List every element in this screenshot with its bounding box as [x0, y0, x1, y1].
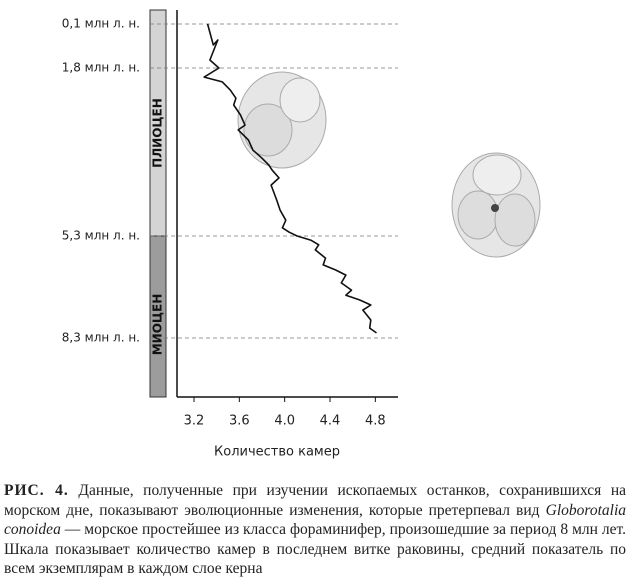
- y-tick-label: 8,3 млн л. н.: [62, 331, 140, 345]
- x-tick-label: 3.6: [229, 414, 250, 429]
- epoch-label: МИОЦЕН: [151, 294, 165, 356]
- epoch-label: ПЛИОЦЕН: [151, 98, 165, 168]
- data-line: [203, 23, 377, 334]
- x-tick-label: 4.4: [320, 414, 341, 429]
- y-tick-label: 0,1 млн л. н.: [62, 17, 140, 31]
- chart: Количество камер ПЛИОЦЕН МИОЦЕН 0,1 млн л.…: [62, 9, 541, 460]
- y-tick-label: 5,3 млн л. н.: [62, 229, 140, 243]
- caption: РИС. 4. Данные, полученные при изучении …: [4, 481, 626, 579]
- species-name: Globorotalia conoidea: [4, 501, 627, 539]
- x-tick-label: 4.8: [365, 414, 386, 429]
- y-tick-label: 1,8 млн л. н.: [62, 61, 140, 75]
- caption-label: РИС. 4.: [4, 482, 69, 499]
- shell-illustration: [237, 71, 541, 258]
- x-axis-label: Количество камер: [214, 445, 340, 460]
- caption-text: Данные, полученные при изучении ископаем…: [4, 482, 627, 519]
- x-tick-label: 3.2: [184, 414, 205, 429]
- caption-text: — морское простейшее из класса фораминиф…: [4, 521, 626, 577]
- x-tick-label: 4.0: [274, 414, 295, 429]
